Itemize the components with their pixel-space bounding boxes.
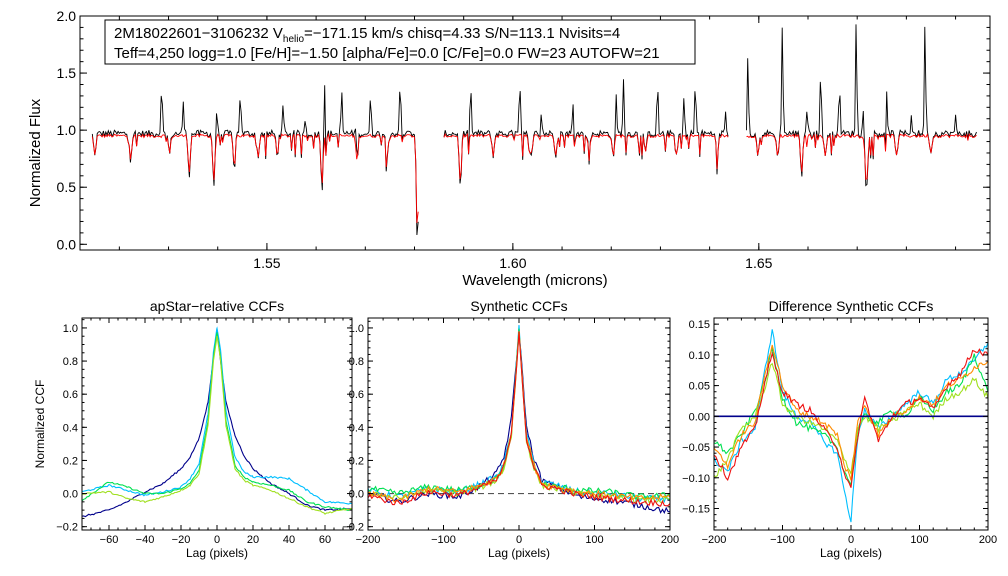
x-tick-label: 1.60 (499, 255, 526, 271)
y-tick-label: 0.0 (349, 489, 364, 501)
y-tick-label: 1.0 (57, 122, 77, 138)
x-axis-label: Wavelength (microns) (462, 272, 607, 289)
y-tick-label: −0.10 (682, 473, 710, 485)
series-observed-chip-3 (746, 24, 977, 187)
y-tick-label: 0.6 (349, 389, 364, 401)
x-tick-label: 1.65 (745, 255, 772, 271)
series-observed-chip-1 (91, 85, 419, 236)
panel-title: Difference Synthetic CCFs (769, 298, 934, 314)
y-tick-label: 0.10 (689, 350, 710, 362)
x-axis-label: Lag (pixels) (820, 546, 882, 560)
difference_ccf-panel: −200 −100 0 100 200 −0.15 −0.10 −0.05 0.00 0.05 0.… (682, 298, 997, 560)
y-tick-label: −0.05 (682, 442, 710, 454)
x-tick-label: 100 (585, 534, 603, 546)
x-tick-label: −200 (702, 534, 727, 546)
y-tick-label: −0.2 (56, 522, 78, 534)
series-visit-3 (368, 331, 670, 504)
panel-title: Synthetic CCFs (470, 298, 567, 314)
series-model-chip-3 (746, 133, 977, 181)
y-tick-label: 1.0 (349, 323, 364, 335)
series-observed-chip-2 (443, 79, 729, 184)
panel-title: apStar−relative CCFs (150, 298, 284, 314)
y-axis-label: Normalized CCF (33, 380, 47, 469)
y-tick-label: 0.5 (57, 179, 77, 195)
x-axis-label: Lag (pixels) (488, 546, 550, 560)
y-tick-label: 0.8 (349, 356, 364, 368)
x-tick-label: −100 (770, 534, 795, 546)
series-visit-1 (82, 326, 352, 505)
series-visit-4 (368, 330, 670, 503)
difference_ccf-frame (713, 317, 989, 531)
y-tick-label: 0.0 (63, 489, 78, 501)
series-visit-2 (82, 332, 352, 511)
x-tick-label: −100 (431, 534, 456, 546)
series-model-chip-2 (443, 132, 729, 180)
spectrum-frame (79, 15, 991, 251)
y-tick-label: 0.05 (689, 381, 710, 393)
x-tick-label: 100 (910, 534, 928, 546)
x-tick-label: 200 (661, 534, 679, 546)
series-visit-4 (714, 344, 988, 481)
series-visit-2 (368, 328, 670, 500)
annotation-line-2: Teff=4,250 logg=1.0 [Fe/H]=−1.50 [alpha/… (114, 45, 660, 62)
y-tick-label: −0.2 (342, 522, 364, 534)
spectrum-panel: 1.55 1.60 1.65 0.0 0.5 1.0 1.5 2.0 Wavelength (m… (27, 8, 991, 289)
x-tick-label: −200 (356, 534, 381, 546)
x-tick-label: 0 (848, 534, 854, 546)
series-visit-5 (368, 331, 670, 508)
annotation-line-1: 2M18022601−3106232 Vhelio=−171.15 km/s c… (114, 25, 620, 45)
y-tick-label: 0.00 (689, 411, 710, 423)
series-visit-5 (714, 348, 988, 488)
x-tick-label: 20 (247, 534, 259, 546)
x-tick-label: 60 (319, 534, 331, 546)
y-tick-label: 0.4 (349, 422, 364, 434)
series-combined (368, 333, 670, 514)
x-tick-label: −20 (172, 534, 191, 546)
y-tick-label: 0.15 (689, 319, 710, 331)
x-tick-label: −60 (100, 534, 119, 546)
series-visit-3 (82, 335, 352, 515)
y-axis-label: Normalized Flux (27, 98, 44, 207)
x-tick-label: 0 (516, 534, 522, 546)
x-axis-label: Lag (pixels) (186, 546, 248, 560)
y-tick-label: 1.0 (63, 323, 78, 335)
y-tick-label: 0.2 (349, 455, 364, 467)
annotation-frame (104, 19, 696, 65)
y-tick-label: 0.2 (63, 455, 78, 467)
annotation-box: 2M18022601−3106232 Vhelio=−171.15 km/s c… (104, 19, 696, 65)
y-tick-label: 2.0 (57, 8, 77, 24)
y-tick-label: 0.0 (57, 236, 77, 252)
apstar_ccf-frame (81, 317, 353, 531)
y-tick-label: 0.8 (63, 356, 78, 368)
x-tick-label: 1.55 (253, 255, 280, 271)
synthetic_ccf-panel: −200 −100 0 100 200 −0.2 0.0 0.2 0.4 0.6 0.8 1.0 Syn… (342, 298, 679, 560)
series-model-chip-1 (91, 132, 419, 224)
x-tick-label: 40 (283, 534, 295, 546)
x-tick-label: 200 (979, 534, 997, 546)
series-visit-3 (714, 362, 988, 478)
y-tick-label: 0.6 (63, 389, 78, 401)
x-tick-label: −40 (136, 534, 155, 546)
series-visit-1 (368, 325, 670, 504)
y-tick-label: 1.5 (57, 65, 77, 81)
y-tick-label: −0.15 (682, 503, 710, 515)
y-tick-label: 0.4 (63, 422, 78, 434)
x-tick-label: 0 (214, 534, 220, 546)
apstar_ccf-panel: −60 −40 −20 0 20 40 60 −0.2 0.0 0.2 0.4 0.6 0.8 1.0 ap… (33, 298, 353, 560)
